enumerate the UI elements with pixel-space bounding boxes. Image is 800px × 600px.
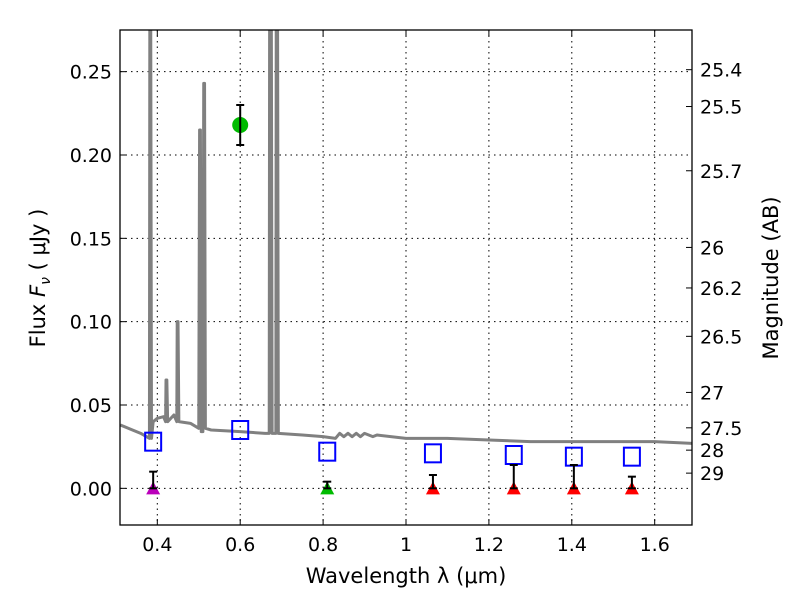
y2-tick-label: 26.5 xyxy=(700,326,742,348)
model-photometry-square xyxy=(564,446,583,467)
y2-tick-label: 28 xyxy=(700,440,724,462)
model-photometry-square xyxy=(231,420,250,440)
y2-tick-label: 25.5 xyxy=(700,97,742,119)
y-tick-label: 0.20 xyxy=(70,145,112,167)
y2-tick-label: 25.7 xyxy=(700,161,742,183)
x-axis-label: Wavelength λ (μm) xyxy=(306,564,507,588)
x-tick-label: 0.6 xyxy=(225,534,255,556)
x-tick-label: 1.2 xyxy=(474,534,504,556)
y2-tick-label: 27.5 xyxy=(700,418,742,440)
plot-area xyxy=(120,30,692,495)
model-photometry-square xyxy=(423,443,442,464)
model-spectrum-line xyxy=(120,30,692,445)
y2-tick-label: 27 xyxy=(700,382,724,404)
x-tick-label: 0.8 xyxy=(308,534,338,556)
x-tick-label: 1.6 xyxy=(640,534,670,556)
model-photometry-square xyxy=(622,446,641,467)
model-photometry-square xyxy=(144,431,163,452)
y-axis-label: Flux Fν ( μJy ) xyxy=(26,209,54,348)
y2-tick-label: 25.4 xyxy=(700,60,742,82)
y-tick-label: 0.15 xyxy=(70,228,112,250)
y-tick-label: 0.10 xyxy=(70,312,112,334)
y-tick-label: 0.05 xyxy=(70,395,112,417)
y2-tick-label: 26.2 xyxy=(700,278,742,300)
x-tick-label: 1 xyxy=(400,534,412,556)
x-tick-label: 0.4 xyxy=(142,534,172,556)
y2-tick-label: 26 xyxy=(700,237,724,259)
model-photometry-square xyxy=(504,445,523,465)
axis-ticks: 0.4 0.6 0.8 1 1.2 1.4 1.6 0.00 0.05 0.10 0.15 0.20 0… xyxy=(70,30,742,556)
y-tick-label: 0.25 xyxy=(70,62,112,84)
model-photometry-square xyxy=(318,441,337,462)
y2-axis-label: Magnitude (AB) xyxy=(759,196,783,359)
y-tick-label: 0.00 xyxy=(70,478,112,500)
x-tick-label: 1.4 xyxy=(557,534,587,556)
y2-tick-label: 29 xyxy=(700,463,724,485)
